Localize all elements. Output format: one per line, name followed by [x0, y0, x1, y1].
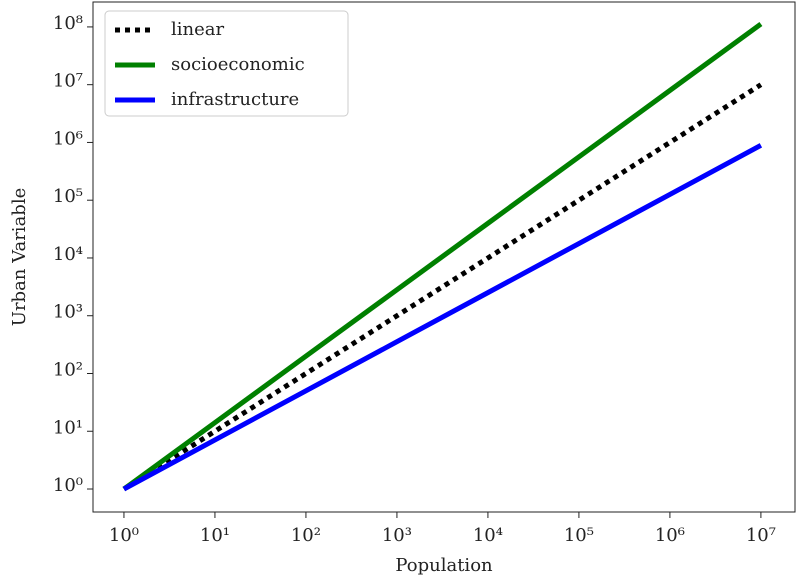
y-tick-label: 10²	[53, 359, 83, 380]
x-tick-label: 10⁰	[109, 525, 139, 546]
x-tick-label: 10²	[291, 525, 321, 546]
y-tick-label: 10⁵	[53, 186, 83, 207]
legend-box	[104, 10, 349, 117]
legend-label: linear	[171, 19, 224, 40]
series-line	[122, 143, 763, 492]
x-axis-label: Population	[395, 555, 493, 576]
x-tick-label: 10⁵	[564, 525, 594, 546]
y-tick-label: 10⁸	[53, 13, 83, 34]
legend-label: infrastructure	[171, 89, 299, 110]
series-line	[122, 22, 763, 492]
y-tick-label: 10⁷	[53, 71, 83, 92]
y-tick-label: 10¹	[53, 417, 83, 438]
plot-frame	[92, 1, 796, 513]
y-tick-label: 10⁰	[53, 475, 83, 496]
y-tick-label: 10⁶	[53, 128, 83, 149]
legend-label: socioeconomic	[171, 54, 305, 75]
x-tick-label: 10¹	[200, 525, 230, 546]
series-line	[122, 82, 763, 492]
y-tick-label: 10⁴	[53, 244, 83, 265]
y-axis-label: Urban Variable	[9, 188, 30, 326]
x-tick-label: 10⁴	[473, 525, 503, 546]
x-tick-label: 10⁶	[655, 525, 685, 546]
y-tick-label: 10³	[53, 302, 83, 323]
x-tick-label: 10³	[382, 525, 412, 546]
x-tick-label: 10⁷	[746, 525, 776, 546]
